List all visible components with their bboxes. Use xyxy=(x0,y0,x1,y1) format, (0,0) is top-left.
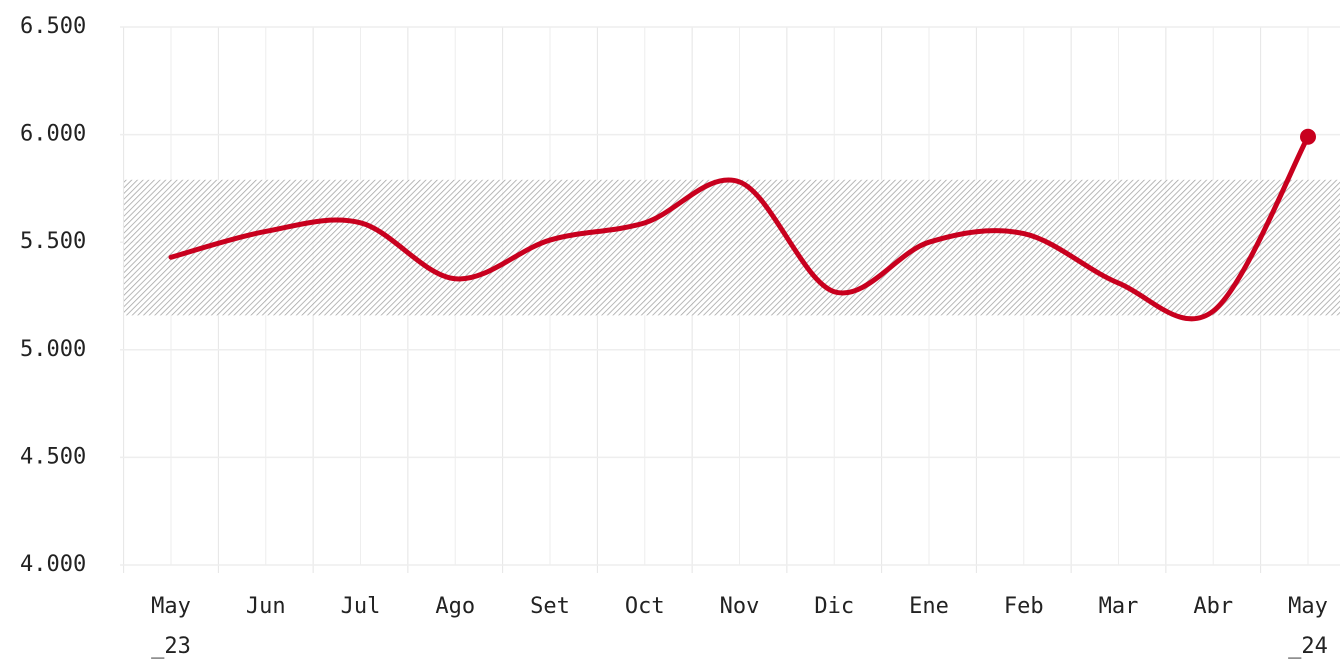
x-tick-label: Mar xyxy=(1099,594,1139,619)
end-point xyxy=(1300,128,1316,145)
x-tick-label: May _23 xyxy=(151,594,191,659)
x-tick-label: Set xyxy=(530,594,570,619)
x-tick-label: Ago xyxy=(435,594,475,619)
x-tick-label: Nov xyxy=(720,594,760,619)
y-tick-label: 4.000 xyxy=(20,552,86,577)
line xyxy=(168,134,1311,322)
x-tick-label: Ene xyxy=(909,594,949,619)
y-tick-label: 6.000 xyxy=(20,122,86,147)
x-tick-label: Feb xyxy=(1004,594,1044,619)
y-tick-label: 5.500 xyxy=(20,229,86,254)
x-tick-label: Oct xyxy=(625,594,665,619)
x-tick-label: Jun xyxy=(246,594,286,619)
band xyxy=(124,179,1340,316)
y-tick-label: 4.500 xyxy=(20,444,86,469)
y-tick-label: 6.500 xyxy=(20,14,86,39)
x-tick-label: Dic xyxy=(814,594,854,619)
x-tick-label: May _24 xyxy=(1288,594,1328,659)
y-tick-label: 5.000 xyxy=(20,337,86,362)
x-tick-label: Abr xyxy=(1193,594,1233,619)
x-tick-label: Jul xyxy=(341,594,381,619)
